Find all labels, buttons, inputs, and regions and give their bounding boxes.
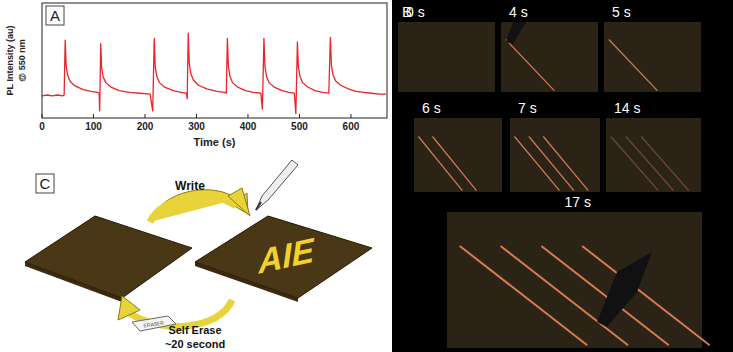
photo-frame <box>414 118 502 192</box>
pen-tip <box>597 252 652 327</box>
erase-time: ~20 second <box>165 338 225 350</box>
frame-time: 4 s <box>509 4 528 20</box>
photo-frame <box>501 22 598 92</box>
luminescent-stroke <box>432 137 476 191</box>
luminescent-stroke <box>541 246 669 345</box>
written-film <box>195 216 372 298</box>
frame-time: 5 s <box>612 4 631 20</box>
photo-frame <box>510 118 600 192</box>
photo-frame <box>398 22 495 92</box>
frame-time: 7 s <box>518 100 537 116</box>
eraser-label: ERASER <box>143 320 165 329</box>
frame-time: 6 s <box>422 100 441 116</box>
y-axis-title: PL Intensity (au) <box>5 26 15 96</box>
written-text: AIE <box>256 229 317 281</box>
x-tick <box>196 114 197 118</box>
x-axis-title: Time (s) <box>194 136 236 148</box>
x-tick-label: 500 <box>291 121 308 132</box>
figure: 0 100 200 300 400 500 600 Time (s) PL Intensity … <box>0 0 733 352</box>
luminescent-stroke <box>418 137 462 191</box>
x-tick <box>299 114 300 118</box>
write-arrow-head <box>228 188 250 216</box>
luminescent-stroke <box>543 137 588 191</box>
write-label: Write <box>175 179 205 193</box>
panel-label-box <box>36 174 54 193</box>
luminescent-stroke <box>506 40 554 91</box>
x-tick-label: 400 <box>240 121 257 132</box>
x-tick-label: 300 <box>188 121 205 132</box>
x-tick <box>350 114 351 118</box>
frame-time: 14 s <box>614 100 640 116</box>
panel-label-box <box>46 6 64 25</box>
luminescent-stroke <box>515 137 560 191</box>
luminescent-stroke <box>611 137 659 191</box>
x-tick-label: 100 <box>85 121 102 132</box>
luminescent-stroke <box>529 137 574 191</box>
write-arrow-body <box>150 196 236 222</box>
pen-icon <box>256 160 298 210</box>
blank-film <box>25 216 192 298</box>
photo-frame <box>447 212 702 348</box>
x-tick-label: 200 <box>137 121 154 132</box>
plot-area <box>42 33 386 114</box>
luminescent-stroke <box>582 246 710 345</box>
frame-time: 0 s <box>406 4 425 20</box>
luminescent-stroke <box>460 246 588 345</box>
photo-panel <box>392 0 733 352</box>
pen-tip <box>506 22 526 44</box>
panel-label: A <box>50 7 60 24</box>
plot-frame <box>42 3 387 118</box>
x-tick <box>247 114 248 118</box>
pen-nib <box>256 202 261 210</box>
x-tick <box>144 114 145 118</box>
photo-frame <box>606 118 701 192</box>
y-axis-title: @ 550 nm <box>17 39 27 81</box>
x-tick <box>42 114 43 118</box>
photo-frame <box>604 22 701 92</box>
x-tick-label: 600 <box>343 121 360 132</box>
erase-label: Self Erase <box>168 324 221 336</box>
x-tick <box>93 114 94 118</box>
pl-trace <box>42 33 386 114</box>
erase-arrow-head <box>118 296 140 320</box>
luminescent-stroke <box>626 137 674 191</box>
frame-time: 17 s <box>565 194 591 210</box>
square-edge <box>25 216 192 302</box>
luminescent-stroke <box>609 40 658 91</box>
square-edge <box>195 216 372 302</box>
luminescent-stroke <box>641 137 689 191</box>
panel-label: C <box>40 175 51 192</box>
x-tick-label: 0 <box>39 121 45 132</box>
